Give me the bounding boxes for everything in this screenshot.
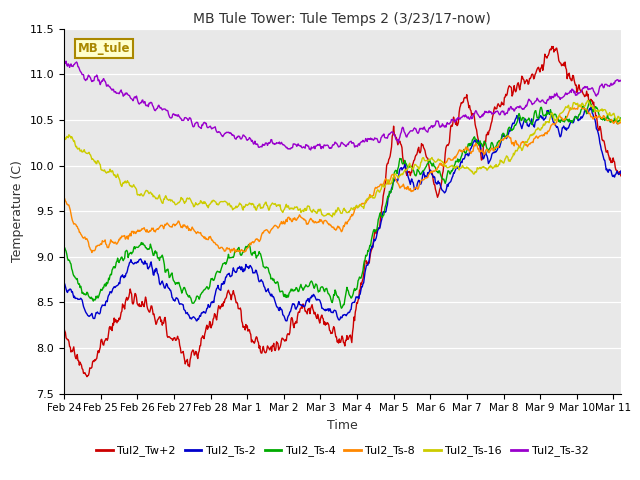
Line: Tul2_Ts-4: Tul2_Ts-4 [64, 101, 621, 308]
X-axis label: Time: Time [327, 419, 358, 432]
Tul2_Tw+2 [60, 325, 68, 331]
Tul2_Ts-8 [95, 242, 102, 248]
Tul2_Ts-2 [60, 280, 68, 286]
Tul2_Ts-8 [483, 147, 491, 153]
Tul2_Ts-8 [399, 183, 406, 189]
Line: Tul2_Ts-2: Tul2_Ts-2 [64, 107, 621, 321]
Tul2_Ts-2 [415, 178, 423, 184]
Tul2_Ts-32 [384, 133, 392, 139]
Tul2_Ts-32 [60, 58, 68, 63]
Legend: Tul2_Tw+2, Tul2_Ts-2, Tul2_Ts-4, Tul2_Ts-8, Tul2_Ts-16, Tul2_Ts-32: Tul2_Tw+2, Tul2_Ts-2, Tul2_Ts-4, Tul2_Ts… [92, 441, 593, 461]
Tul2_Ts-16 [540, 122, 548, 128]
Tul2_Ts-16 [60, 134, 68, 140]
Tul2_Ts-4 [586, 98, 594, 104]
Tul2_Ts-8 [540, 133, 548, 139]
Tul2_Ts-2 [94, 311, 102, 316]
Tul2_Tw+2 [483, 132, 491, 138]
Title: MB Tule Tower: Tule Temps 2 (3/23/17-now): MB Tule Tower: Tule Temps 2 (3/23/17-now… [193, 12, 492, 26]
Tul2_Tw+2 [384, 160, 392, 166]
Tul2_Ts-8 [576, 102, 584, 108]
Line: Tul2_Tw+2: Tul2_Tw+2 [64, 47, 621, 377]
Tul2_Ts-16 [415, 165, 423, 171]
Tul2_Ts-32 [540, 99, 548, 105]
Line: Tul2_Ts-16: Tul2_Ts-16 [64, 100, 621, 217]
Tul2_Ts-4 [60, 245, 68, 251]
Tul2_Ts-32 [617, 78, 625, 84]
Tul2_Ts-16 [384, 177, 392, 182]
Line: Tul2_Ts-8: Tul2_Ts-8 [64, 105, 621, 252]
Tul2_Ts-4 [384, 193, 392, 199]
Tul2_Ts-16 [617, 118, 625, 124]
Tul2_Ts-2 [540, 117, 548, 123]
Tul2_Tw+2 [95, 350, 102, 356]
Tul2_Tw+2 [548, 44, 556, 49]
Tul2_Ts-4 [399, 161, 406, 167]
Tul2_Tw+2 [399, 154, 406, 160]
Tul2_Ts-8 [617, 120, 625, 126]
Tul2_Ts-32 [399, 124, 406, 130]
Tul2_Ts-2 [483, 153, 491, 159]
Tul2_Ts-8 [415, 181, 423, 187]
Y-axis label: Temperature (C): Temperature (C) [11, 160, 24, 262]
Tul2_Tw+2 [415, 150, 423, 156]
Tul2_Tw+2 [617, 173, 625, 179]
Text: MB_tule: MB_tule [78, 42, 131, 55]
Tul2_Ts-2 [384, 196, 392, 202]
Tul2_Ts-2 [587, 104, 595, 109]
Tul2_Ts-4 [415, 169, 423, 175]
Tul2_Ts-16 [584, 97, 592, 103]
Tul2_Ts-2 [399, 166, 406, 172]
Tul2_Ts-8 [88, 250, 96, 255]
Tul2_Tw+2 [540, 60, 548, 65]
Tul2_Ts-2 [282, 318, 290, 324]
Tul2_Ts-32 [94, 78, 102, 84]
Tul2_Ts-8 [384, 181, 392, 187]
Tul2_Ts-4 [617, 115, 625, 121]
Tul2_Ts-8 [60, 195, 68, 201]
Tul2_Ts-4 [483, 146, 491, 152]
Tul2_Ts-4 [337, 305, 345, 311]
Line: Tul2_Ts-32: Tul2_Ts-32 [64, 60, 621, 150]
Tul2_Tw+2 [83, 374, 91, 380]
Tul2_Ts-16 [328, 214, 336, 220]
Tul2_Ts-4 [94, 295, 102, 301]
Tul2_Ts-2 [617, 168, 625, 174]
Tul2_Ts-32 [415, 127, 423, 132]
Tul2_Ts-32 [483, 109, 491, 115]
Tul2_Ts-16 [399, 172, 406, 178]
Tul2_Ts-32 [307, 147, 314, 153]
Tul2_Ts-16 [483, 168, 491, 173]
Tul2_Ts-16 [94, 158, 102, 164]
Tul2_Ts-4 [540, 113, 548, 119]
